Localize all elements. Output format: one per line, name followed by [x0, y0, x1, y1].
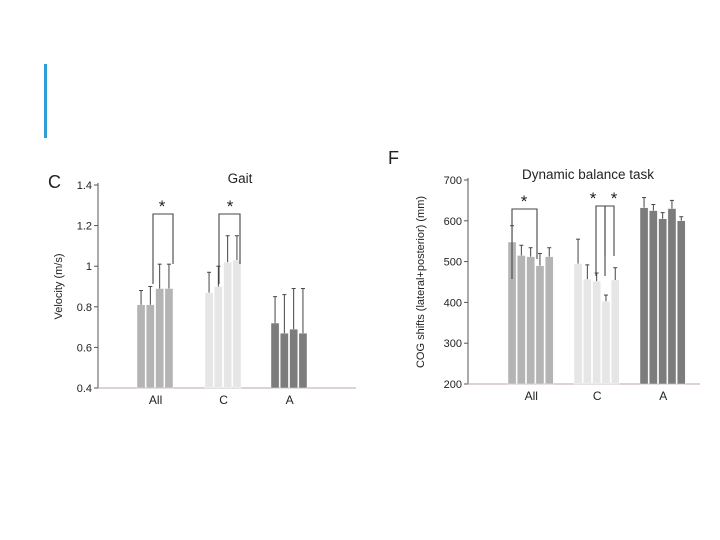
y-tick-label: 300 — [444, 338, 462, 350]
panel-label: C — [48, 172, 61, 192]
significance-marker: * — [227, 197, 234, 216]
y-tick-label: 0.8 — [77, 302, 92, 314]
bar — [526, 256, 535, 385]
significance-bracket — [511, 208, 538, 279]
y-tick-label: 600 — [444, 216, 462, 228]
y-tick-label: 1.4 — [77, 180, 92, 192]
significance-bracket — [595, 205, 606, 276]
y-tick-label: 0.4 — [77, 383, 92, 395]
bar — [658, 218, 667, 385]
significance-bracket — [604, 205, 615, 276]
bar — [649, 210, 658, 385]
x-tick-label: All — [149, 393, 162, 407]
x-tick-label: A — [659, 389, 667, 403]
bar — [517, 255, 526, 385]
significance-marker: * — [159, 197, 166, 216]
chart-title: Gait — [228, 171, 253, 186]
bar — [611, 279, 620, 385]
bar — [592, 280, 601, 385]
bar — [573, 263, 583, 385]
x-tick-label: All — [525, 389, 538, 403]
x-tick-label: A — [286, 393, 294, 407]
bar — [667, 208, 677, 385]
bar — [545, 256, 554, 385]
x-tick-label: C — [219, 393, 228, 407]
significance-marker: * — [590, 189, 597, 208]
significance-bracket — [152, 213, 174, 284]
x-tick-label: C — [593, 389, 602, 403]
y-tick-label: 1 — [86, 261, 92, 273]
y-tick-label: 500 — [444, 257, 462, 269]
slide-accent-bar — [44, 64, 47, 138]
y-axis-label: Velocity (m/s) — [53, 253, 65, 319]
significance-marker: * — [611, 189, 618, 208]
y-tick-label: 200 — [444, 379, 462, 391]
bar — [601, 300, 611, 385]
bar — [639, 207, 649, 385]
y-tick-label: 0.6 — [77, 342, 92, 354]
bar — [535, 265, 545, 385]
bar — [677, 220, 686, 385]
y-tick-label: 400 — [444, 297, 462, 309]
panel-label: F — [388, 148, 399, 168]
chart-title: Dynamic balance task — [522, 167, 654, 182]
y-axis-label: COG shifts (lateral+posterior) (mm) — [415, 196, 427, 368]
bar — [583, 278, 592, 385]
y-tick-label: 1.2 — [77, 221, 92, 233]
significance-bracket — [218, 213, 241, 284]
significance-marker: * — [521, 192, 528, 211]
y-tick-label: 700 — [444, 175, 462, 187]
